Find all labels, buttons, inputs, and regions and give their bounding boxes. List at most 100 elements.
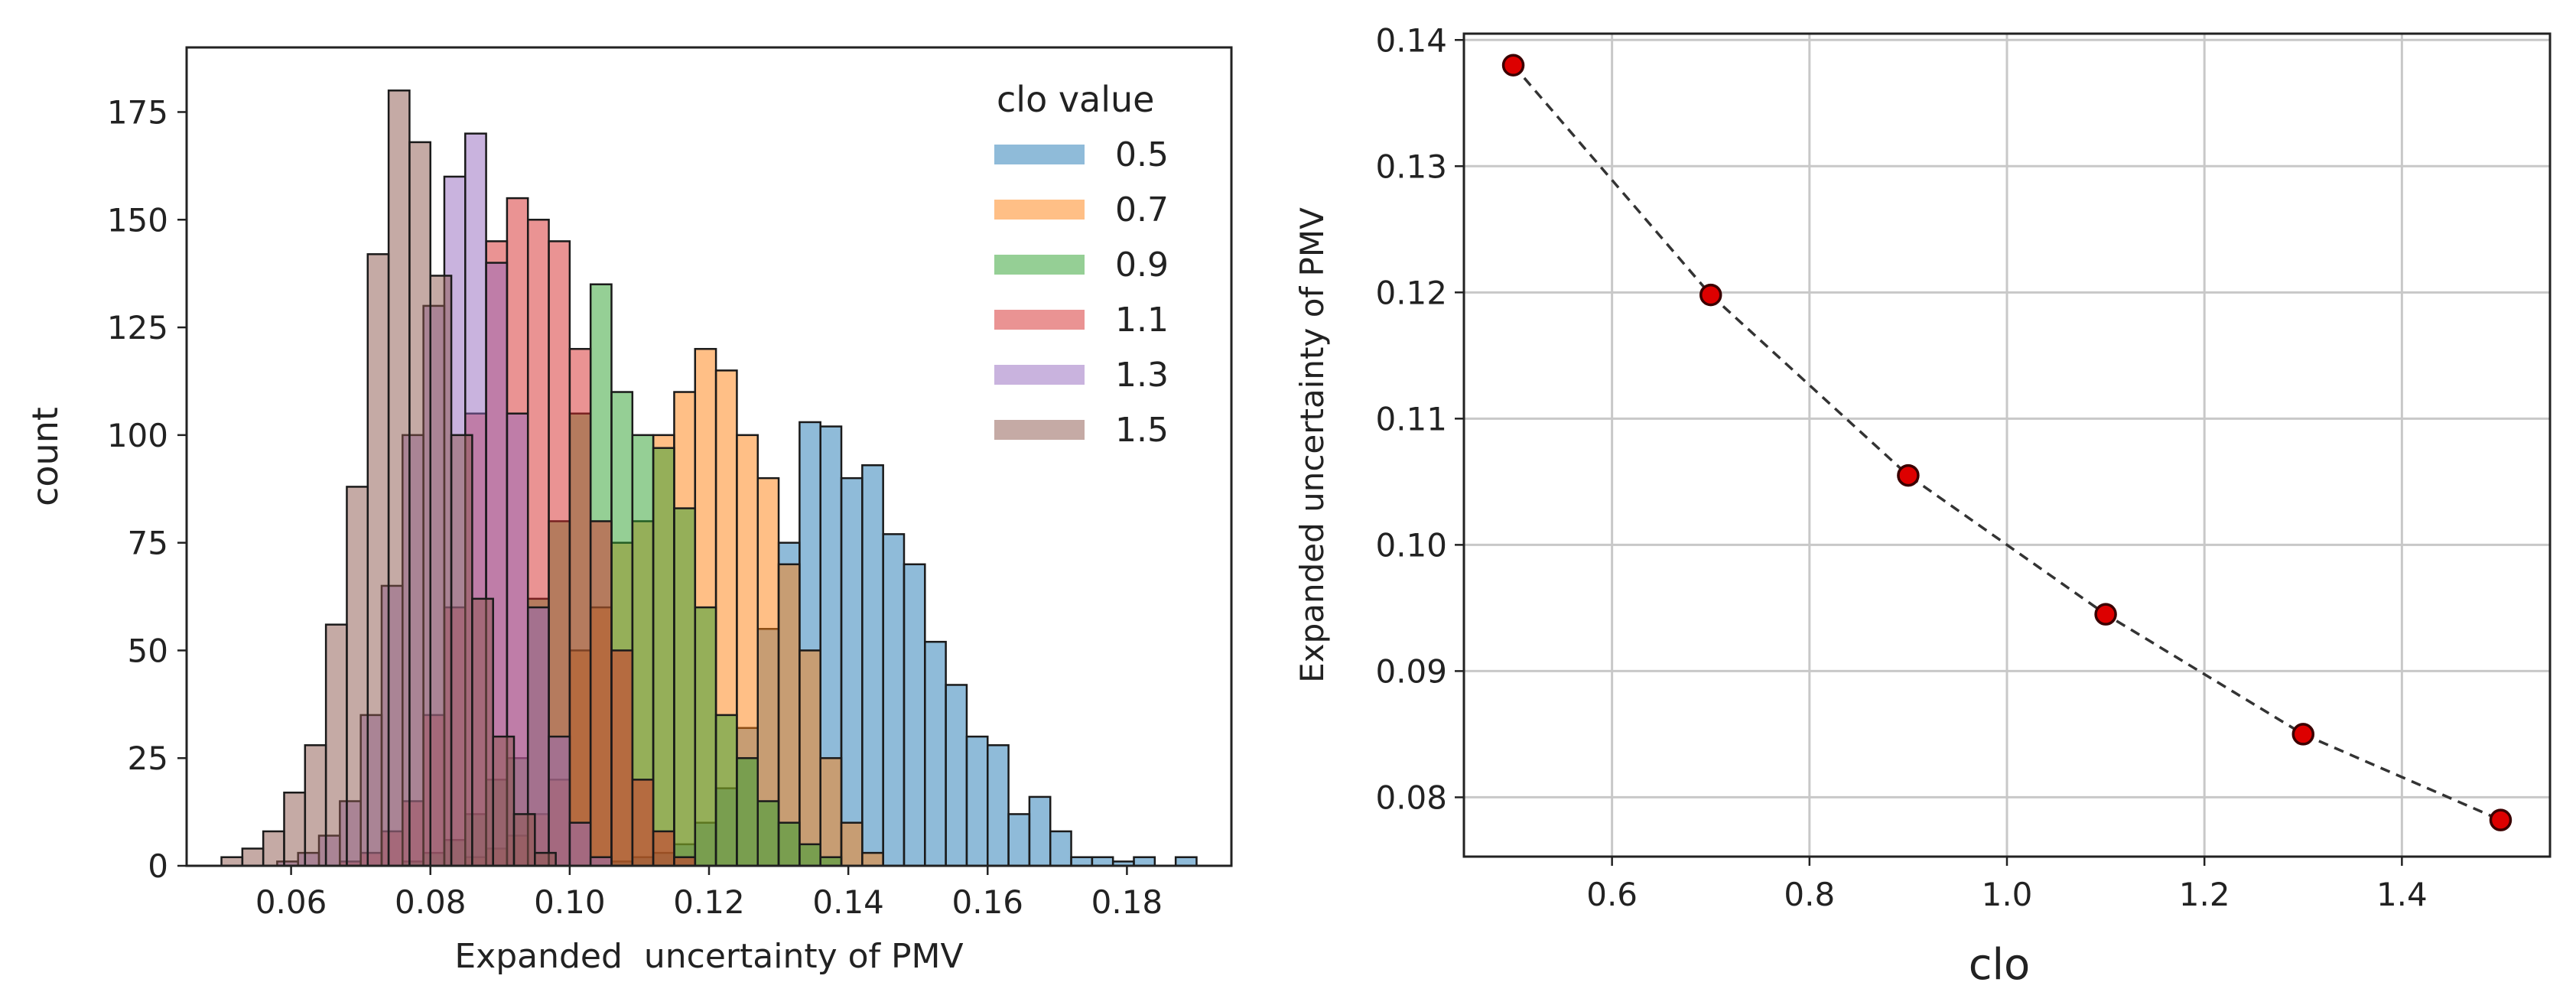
histogram-bar [450,434,473,867]
x-tick-label: 0.6 [1586,876,1638,913]
data-point [1699,283,1722,307]
histogram-y-axis-label: count [24,407,66,506]
histogram-bar [568,347,592,867]
histogram-bar [736,756,759,867]
y-tick-label: 0 [148,847,168,885]
histogram-legend: clo value 0.5 0.7 0.9 1.1 1.3 1.5 [994,79,1169,450]
histogram-x-ticks: 0.06 0.08 0.10 0.12 0.14 0.16 0.18 [255,866,1163,921]
legend-entry: 0.5 [994,135,1169,174]
histogram-bar [798,843,821,867]
histogram-bar [819,856,843,867]
y-tick-label: 0.13 [1375,148,1447,185]
histogram-bar [492,735,516,867]
y-tick-label: 75 [128,525,168,562]
y-tick-label: 0.11 [1375,400,1447,437]
y-tick-label: 0.10 [1375,526,1447,564]
histogram-bar [756,800,780,867]
histogram-bar [283,792,307,867]
histogram-bar [924,640,947,867]
histogram-bar [652,447,675,867]
histogram-panel: 0.06 0.08 0.10 0.12 0.14 0.16 0.18 0 25 50 75 100 1… [24,46,1233,976]
histogram-bar [1049,830,1072,867]
histogram-bar [262,830,285,867]
histogram-bar [589,520,613,867]
data-point [2489,808,2513,831]
histogram-bar [652,830,675,867]
histogram-bar [882,533,906,867]
legend-entry: 0.7 [994,190,1169,229]
legend-label: 1.5 [1115,411,1169,450]
histogram-bar [631,779,655,867]
histogram-bar [471,597,494,867]
line-chart-points [1501,54,2513,831]
line-chart-y-ticks: 0.08 0.09 0.10 0.11 0.12 0.13 0.14 [1375,21,1464,816]
y-tick-label: 0.08 [1375,779,1447,816]
histogram-bar [714,714,738,867]
legend-swatch [994,420,1085,440]
histogram-bar [346,486,369,867]
histogram-bar [548,735,571,867]
x-tick-label: 1.0 [1982,876,2033,913]
histogram-bar [1133,856,1156,867]
line-chart-y-axis-label: Expanded uncertainty of PMV [1293,207,1331,683]
x-tick-label: 0.16 [952,883,1024,921]
histogram-bar [777,821,801,867]
legend-swatch [994,255,1085,275]
legend-entry: 1.1 [994,301,1169,340]
histogram-bar [945,684,968,867]
y-tick-label: 0.14 [1375,21,1447,59]
y-tick-label: 50 [128,632,168,669]
histogram-bar [840,821,864,867]
y-tick-label: 150 [107,201,168,239]
legend-swatch [994,310,1085,330]
data-point [2094,603,2117,626]
histogram-series-1.5 [220,89,557,867]
histogram-bar [777,563,801,867]
histogram-bar [304,744,327,867]
x-tick-label: 1.4 [2376,876,2428,913]
histogram-bar [534,851,557,867]
legend-label: 0.9 [1115,246,1169,285]
line-chart-x-axis-label: clo [1969,940,2031,990]
line-chart-x-ticks: 0.6 0.8 1.0 1.2 1.4 [1586,857,2428,913]
y-tick-label: 0.12 [1375,274,1447,311]
legend-swatch [994,145,1085,164]
y-tick-label: 125 [107,309,168,346]
histogram-x-axis-label: Expanded uncertainty of PMV [454,937,963,976]
y-tick-label: 175 [107,93,168,131]
legend-label: 1.3 [1115,356,1169,395]
y-tick-label: 25 [128,740,168,777]
histogram-bar [1174,856,1198,867]
histogram-bar [861,464,884,867]
histogram-bar [324,623,348,867]
legend-label: 0.7 [1115,190,1169,229]
x-tick-label: 0.18 [1091,883,1163,921]
histogram-bar [987,744,1010,867]
histogram-bars [220,89,1198,867]
x-tick-label: 1.2 [2179,876,2230,913]
histogram-bar [220,856,244,867]
dashed-series-line [1512,64,2502,821]
legend-title: clo value [997,79,1154,120]
legend-entry: 0.9 [994,246,1169,285]
data-point [1501,54,1525,77]
x-tick-label: 0.8 [1784,876,1835,913]
histogram-bar [241,847,265,867]
histogram-bar [408,141,431,867]
x-tick-label: 0.06 [255,883,327,921]
histogram-bar [610,649,634,867]
legend-entry: 1.3 [994,356,1169,395]
data-point [1897,463,1920,487]
x-tick-label: 0.14 [812,883,884,921]
legend-label: 1.1 [1115,301,1169,340]
histogram-bar [1070,856,1094,867]
histogram-bar [819,756,843,867]
histogram-bar [861,851,884,867]
legend-swatch [994,200,1085,220]
histogram-bar [429,275,453,867]
histogram-bar [1028,795,1052,867]
x-tick-label: 0.10 [534,883,606,921]
histogram-bar [903,563,926,867]
x-tick-label: 0.08 [395,883,467,921]
